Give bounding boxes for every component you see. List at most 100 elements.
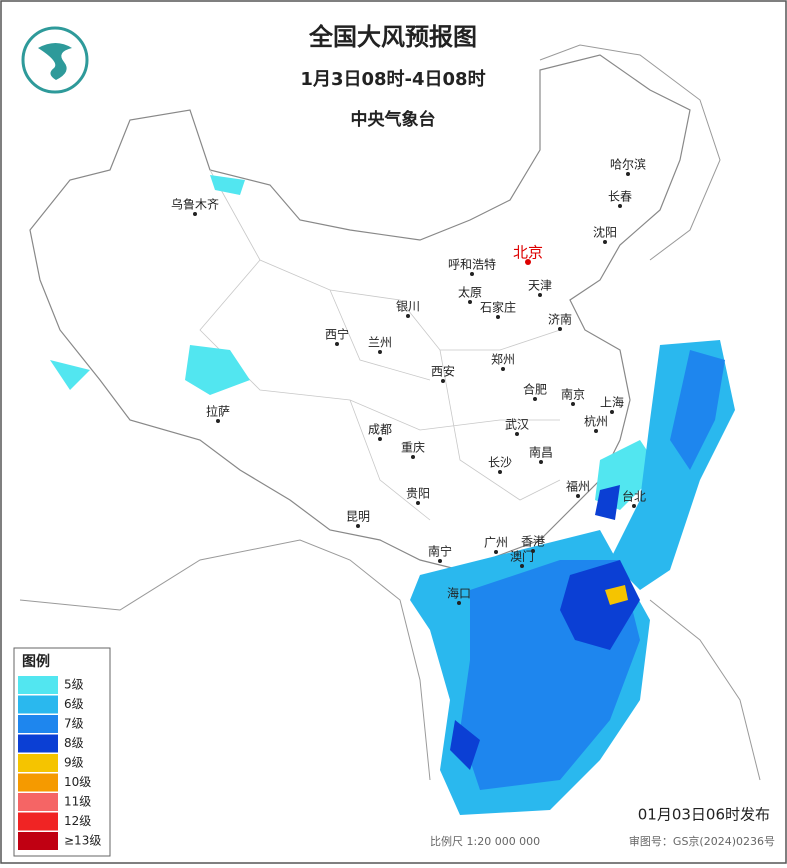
neighbour-borders [19, 44, 761, 781]
city-label: 台北 [622, 489, 646, 504]
wind-zone-5 [50, 175, 660, 510]
city-dot [538, 293, 542, 297]
city-label: 杭州 [584, 414, 608, 429]
city-dot [501, 367, 505, 371]
city-label: 南京 [561, 387, 585, 402]
city-label: 合肥 [523, 382, 547, 397]
city-label: 海口 [447, 586, 471, 601]
province-borders [199, 169, 561, 521]
legend-swatch [18, 773, 58, 792]
city-dot [515, 432, 519, 436]
city-dot [416, 501, 420, 505]
city-dot [558, 327, 562, 331]
city-dot [533, 397, 537, 401]
city-label: 南昌 [529, 445, 553, 460]
city-label: 郑州 [491, 352, 515, 367]
city-label: 兰州 [368, 336, 392, 350]
city-dot [441, 379, 445, 383]
wind-zone-9 [605, 585, 628, 605]
legend-title: 图例 [22, 653, 50, 670]
legend-label: 11级 [64, 795, 91, 809]
city-label: 长春 [608, 190, 632, 204]
legend-label: 10级 [64, 775, 91, 789]
city-label: 天津 [528, 279, 552, 293]
legend-swatch [18, 715, 58, 733]
china-outline [29, 54, 691, 571]
approval-number: 审图号：GS京(2024)0236号 [629, 834, 775, 848]
legend-swatch [18, 754, 58, 772]
city-dot [457, 601, 461, 605]
city-dot [531, 549, 535, 553]
city-dot [494, 550, 498, 554]
city-label: 乌鲁木齐 [171, 197, 219, 212]
city-dot [594, 429, 598, 433]
city-dot [618, 204, 622, 208]
logo-mark [38, 43, 72, 80]
city-label: 贵阳 [406, 487, 430, 501]
city-label: 石家庄 [480, 300, 516, 315]
city-dot [468, 300, 472, 304]
city-dot [610, 410, 614, 414]
city-label: 西安 [431, 364, 455, 379]
city-label: 拉萨 [206, 404, 230, 419]
legend-label: 5级 [64, 678, 84, 692]
city-label: 上海 [600, 395, 624, 410]
city-label: 西宁 [325, 327, 349, 342]
city-dot [193, 212, 197, 216]
legend-label: 12级 [64, 814, 91, 828]
city-dot [498, 470, 502, 474]
city-dot [525, 259, 531, 265]
city-dot [356, 524, 360, 528]
issuer: 中央气象台 [351, 109, 436, 130]
wind-zone-8 [450, 485, 640, 770]
city-dot [438, 559, 442, 563]
city-label: 广州 [484, 536, 508, 550]
legend-label: 9级 [64, 756, 84, 770]
city-label: 成都 [368, 423, 392, 437]
city-dot [378, 350, 382, 354]
city-label: 北京 [513, 244, 543, 262]
city-label: 太原 [458, 285, 482, 300]
city-dot [378, 437, 382, 441]
legend-swatch [18, 676, 58, 694]
city-label: 南宁 [428, 544, 452, 559]
legend-label: 7级 [64, 717, 84, 731]
publish-time: 01月03日06时发布 [638, 806, 770, 824]
period: 1月3日08时-4日08时 [300, 69, 485, 90]
legend-label: 8级 [64, 736, 84, 750]
city-label: 济南 [548, 312, 572, 327]
legend-label: ≥13级 [64, 834, 101, 848]
legend-label: 6级 [64, 697, 84, 711]
title: 全国大风预报图 [308, 23, 477, 51]
city-dot [520, 564, 524, 568]
city-dot [496, 315, 500, 319]
city-label: 福州 [566, 479, 590, 494]
legend-swatch [18, 832, 58, 850]
city-dot [571, 402, 575, 406]
city-label: 沈阳 [593, 225, 617, 240]
city-dot [406, 314, 410, 318]
city-dot [411, 455, 415, 459]
legend-swatch [18, 793, 58, 811]
city-dot [603, 240, 607, 244]
city-dot [335, 342, 339, 346]
city-dot [626, 172, 630, 176]
city-dot [216, 419, 220, 423]
city-dot [470, 272, 474, 276]
city-dot [632, 504, 636, 508]
city-label: 香港 [521, 535, 545, 549]
city-label: 银川 [396, 300, 420, 314]
legend-swatch [18, 695, 58, 714]
city-dot [576, 494, 580, 498]
legend-swatch [18, 812, 58, 831]
city-dot [539, 460, 543, 464]
legend-swatch [18, 734, 58, 753]
city-label: 呼和浩特 [448, 257, 496, 272]
city-label: 昆明 [346, 510, 370, 524]
city-label: 长沙 [488, 456, 512, 470]
city-label: 重庆 [401, 441, 425, 455]
scale: 比例尺 1:20 000 000 [430, 834, 540, 848]
city-label: 哈尔滨 [610, 157, 646, 172]
city-label: 武汉 [505, 418, 529, 432]
